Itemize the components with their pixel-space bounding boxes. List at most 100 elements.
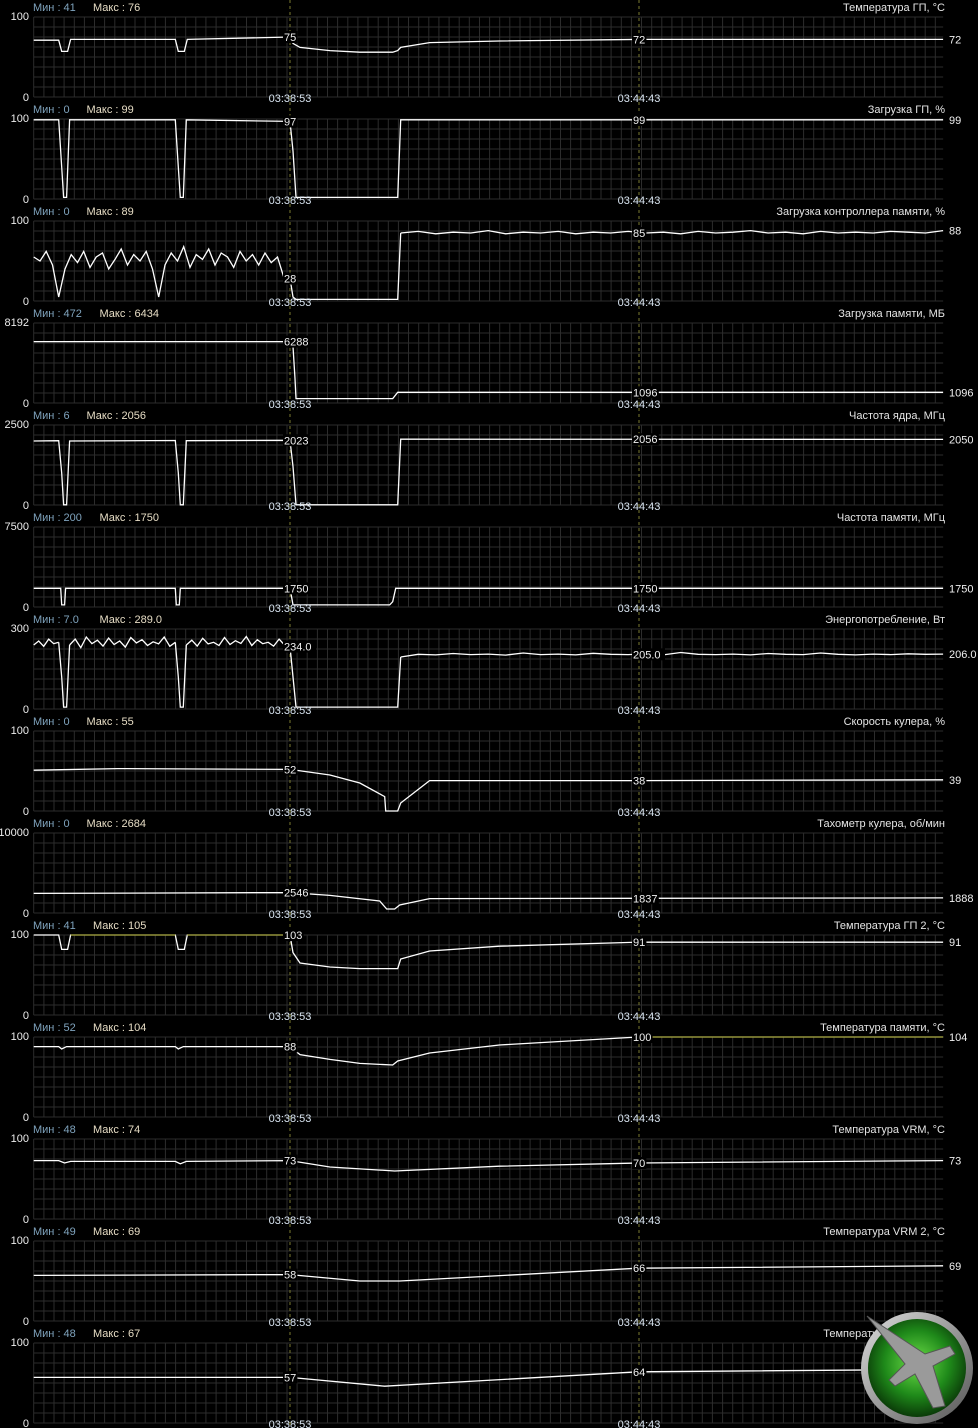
time-label: 03:44:43: [618, 909, 661, 921]
time-label: 03:38:53: [269, 297, 312, 309]
max-label: Макс : 99: [87, 104, 134, 116]
y-axis-max: 100: [11, 113, 29, 125]
graph-title: Загрузка контроллера памяти, %: [776, 206, 945, 218]
y-axis-min: 0: [23, 1010, 29, 1022]
y-axis-min: 0: [23, 602, 29, 614]
time-label: 03:38:53: [269, 1419, 312, 1428]
graph-panel: Мин : 0 Макс : 99 Загрузка ГП, % 100 0 03:38:…: [11, 102, 961, 207]
current-value-label: 69: [949, 1261, 961, 1273]
value-label-bg: [283, 929, 304, 941]
time-label: 03:44:43: [618, 1215, 661, 1227]
y-axis-min: 0: [23, 296, 29, 308]
time-label: 03:44:43: [618, 195, 661, 207]
y-axis-min: 0: [23, 1214, 29, 1226]
graph-title: Температура ГП 2, °C: [834, 920, 945, 932]
series-line: [33, 934, 944, 970]
time-label: 03:38:53: [269, 195, 312, 207]
series-line: [174, 642, 187, 708]
time-label: 03:38:53: [269, 1317, 312, 1329]
grid: [33, 1138, 944, 1220]
series-line: [33, 891, 944, 910]
series-line: [58, 642, 71, 708]
value-label-bg: [283, 886, 310, 899]
y-axis-max: 100: [11, 1133, 29, 1145]
series-line: [33, 1265, 944, 1282]
time-label: 03:44:43: [618, 807, 661, 819]
time-label: 03:44:43: [618, 705, 661, 717]
time-label: 03:38:53: [269, 1215, 312, 1227]
y-axis-min: 0: [23, 1316, 29, 1328]
series-line: [33, 767, 944, 812]
grid: [33, 1240, 944, 1322]
min-label: Мин : 52: [33, 1022, 76, 1034]
current-value-label: 88: [949, 226, 961, 238]
current-value-label: 72: [949, 34, 961, 46]
time-label: 03:44:43: [618, 1113, 661, 1125]
graph-panel: Мин : 472 Макс : 6434 Загрузка памяти, МБ 8…: [5, 306, 973, 411]
cursor-value-label: 6288: [284, 337, 308, 349]
value-label-bg: [283, 1371, 298, 1384]
graph-title: Загрузка памяти, МБ: [838, 308, 945, 320]
grid: [33, 118, 944, 200]
graph-panel: Мин : 48 Макс : 74 Температура VRM, °C 100 0…: [11, 1122, 961, 1227]
cursor-value-label: 64: [633, 1367, 645, 1379]
cursor-value-label: 1750: [284, 583, 308, 595]
time-label: 03:44:43: [618, 501, 661, 513]
cursor-value-label: 103: [284, 930, 302, 942]
value-label-bg: [283, 434, 310, 447]
cursor-value-label: 2546: [284, 888, 308, 900]
series-line: [33, 438, 944, 506]
max-label: Макс : 89: [87, 206, 134, 218]
time-label: 03:44:43: [618, 297, 661, 309]
value-label-bg: [632, 386, 659, 399]
min-label: Мин : 0: [33, 716, 70, 728]
time-label: 03:38:53: [269, 1113, 312, 1125]
max-label: Макс : 6434: [100, 308, 159, 320]
current-value-label: 104: [949, 1032, 967, 1044]
cursor-value-label: 1750: [633, 583, 657, 595]
grid: [33, 628, 944, 710]
y-axis-min: 0: [23, 500, 29, 512]
value-label-bg: [283, 1154, 298, 1167]
current-value-label: 2050: [949, 434, 973, 446]
cursor-value-label: 66: [633, 1263, 645, 1275]
y-axis-max: 300: [11, 623, 29, 635]
graph-panel: Мин : 41 Макс : 105 Температура ГП 2, °C 10…: [11, 918, 961, 1023]
max-label: Макс : 289.0: [100, 614, 163, 626]
time-label: 03:38:53: [269, 705, 312, 717]
series-line: [69, 635, 176, 649]
value-label-bg: [632, 1157, 647, 1169]
graph-panel: Мин : 0 Макс : 2684 Тахометр кулера, об/ми…: [0, 816, 973, 921]
value-label-bg: [283, 115, 298, 128]
time-label: 03:38:53: [269, 807, 312, 819]
time-label: 03:44:43: [618, 603, 661, 615]
time-label: 03:38:53: [269, 93, 312, 105]
min-label: Мин : 0: [33, 104, 70, 116]
value-label-bg: [283, 763, 298, 776]
value-label-bg: [632, 648, 665, 661]
cursor-value-label: 57: [284, 1372, 296, 1384]
min-label: Мин : 49: [33, 1226, 76, 1238]
graph-title: Тахометр кулера, об/мин: [817, 818, 945, 830]
value-label-bg: [283, 272, 298, 285]
y-axis-max: 100: [11, 1235, 29, 1247]
value-label-bg: [632, 892, 659, 905]
value-label-bg: [632, 582, 659, 595]
grid: [33, 934, 944, 1016]
graph-panel: Мин : 200 Макс : 1750 Частота памяти, МГц 7…: [5, 510, 973, 615]
time-label: 03:44:43: [618, 1011, 661, 1023]
y-axis-max: 100: [11, 1031, 29, 1043]
value-label-bg: [283, 640, 316, 653]
time-label: 03:38:53: [269, 399, 312, 411]
grid: [33, 1036, 944, 1118]
y-axis-max: 100: [11, 215, 29, 227]
cursor-value-label: 91: [633, 937, 645, 949]
series-line: [289, 232, 402, 301]
max-label: Макс : 2684: [87, 818, 146, 830]
graph-panel: Мин : 41 Макс : 76 Температура ГП, °C 100 0 0…: [11, 0, 961, 105]
series-line: [33, 1036, 944, 1066]
cursor-value-label: 73: [284, 1156, 296, 1168]
series-line: [33, 1159, 944, 1172]
series-line: [33, 244, 291, 298]
